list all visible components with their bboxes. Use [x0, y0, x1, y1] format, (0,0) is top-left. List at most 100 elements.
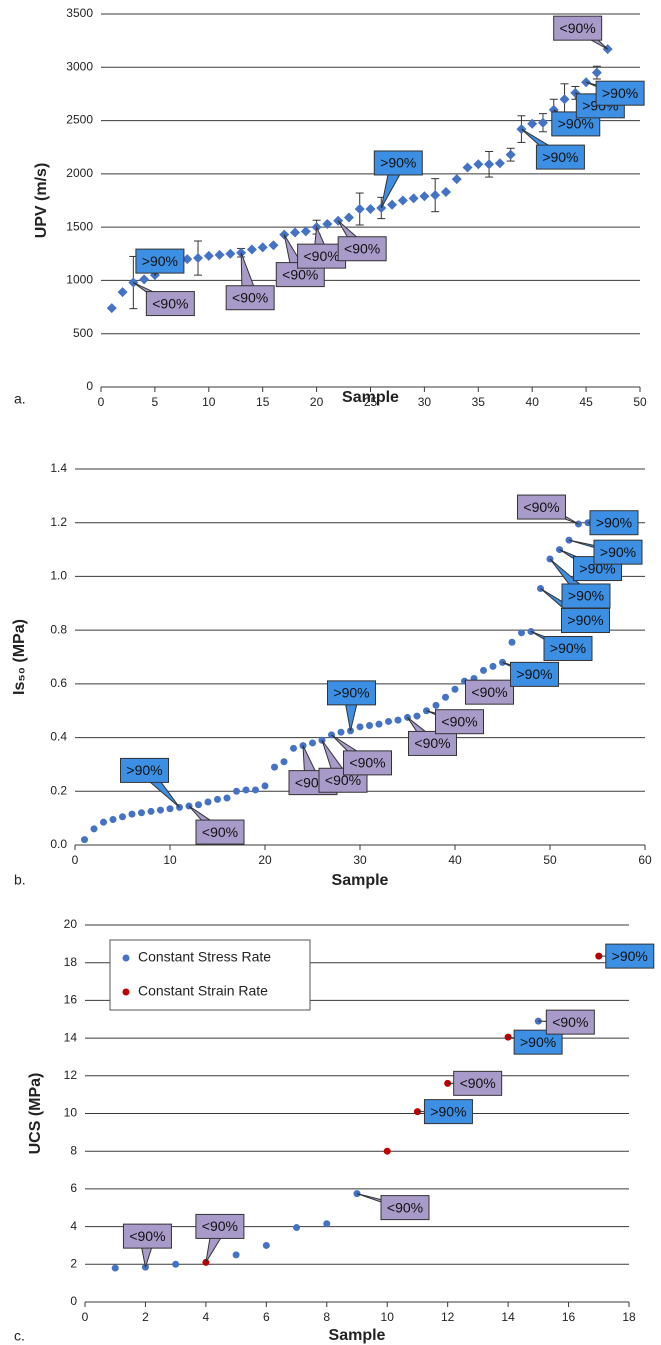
callout-box [553, 15, 603, 41]
x-tick-label: 50 [543, 853, 557, 867]
callout-box [510, 661, 559, 687]
x-tick-label: 2 [142, 1310, 149, 1324]
legend-marker [122, 954, 130, 962]
callout-text: >90% [568, 588, 604, 604]
callout-text: <90% [387, 1199, 423, 1215]
callout-text: >90% [516, 666, 552, 682]
x-tick-label: 5 [152, 395, 159, 409]
x-tick-label: 4 [203, 1310, 210, 1324]
point [290, 227, 301, 238]
callout-text: <90% [303, 248, 339, 264]
callout-box [517, 494, 566, 520]
point [300, 226, 311, 237]
point [109, 815, 117, 823]
callout-text: >90% [602, 85, 638, 101]
point [430, 190, 441, 201]
callout: >90% [549, 558, 611, 609]
y-tick-label: 2 [70, 1256, 77, 1270]
callout-box [337, 236, 387, 262]
callout-text: >90% [520, 1034, 556, 1050]
legend-label: Constant Stress Rate [138, 949, 271, 965]
callout: <90% [553, 15, 609, 50]
callout: <90% [426, 709, 484, 735]
x-tick-label: 45 [579, 395, 593, 409]
x-tick-label: 30 [418, 395, 432, 409]
callout-text: >90% [612, 948, 648, 964]
callout: <90% [133, 282, 195, 317]
y-tick-label: 0 [70, 1294, 77, 1308]
point [337, 728, 345, 736]
point [81, 836, 88, 844]
point [397, 195, 408, 206]
callout-box [561, 583, 611, 609]
point [280, 758, 288, 766]
callout-text: <90% [441, 713, 477, 729]
y-tick-label: 1.0 [50, 569, 67, 583]
point [451, 685, 459, 693]
y-tick-label: 4 [70, 1219, 77, 1233]
callout-text: >90% [380, 155, 416, 171]
callout-text: >90% [333, 685, 369, 701]
callout-text: >90% [542, 149, 578, 165]
point [139, 274, 150, 285]
callout-box [145, 291, 195, 317]
point [518, 629, 525, 637]
point [383, 1147, 391, 1155]
callout-box [327, 680, 376, 706]
point [246, 244, 257, 255]
y-tick-label: 0.6 [50, 676, 67, 690]
callout: >90% [521, 128, 585, 170]
x-tick-label: 25 [364, 395, 378, 409]
point [242, 786, 250, 794]
point [343, 212, 354, 223]
x-tick-label: 10 [163, 853, 177, 867]
callout: >90% [585, 80, 645, 106]
x-tick-label: 60 [638, 853, 652, 867]
point [233, 787, 240, 795]
point [268, 240, 279, 251]
callout-box [380, 1195, 430, 1221]
callout: >90% [508, 1029, 563, 1055]
callout-box [465, 679, 514, 705]
x-tick-label: 30 [353, 853, 367, 867]
callout: <90% [225, 252, 275, 311]
callout: <90% [538, 1009, 595, 1035]
point [473, 159, 484, 170]
panel-label: b. [14, 872, 26, 888]
callout-text: <90% [471, 684, 507, 700]
point [354, 204, 365, 215]
point [147, 807, 155, 815]
x-tick-label: 10 [381, 1310, 395, 1324]
y-axis-title: UCS (MPa) [27, 1073, 44, 1155]
callout-box [595, 80, 645, 106]
point [90, 825, 98, 833]
callout-text: <90% [460, 1075, 496, 1091]
point [375, 720, 383, 728]
point [128, 810, 136, 818]
x-tick-label: 8 [323, 1310, 330, 1324]
x-tick-label: 40 [448, 853, 462, 867]
point [365, 204, 376, 215]
callout-box [453, 1070, 503, 1096]
y-tick-label: 2000 [66, 166, 93, 180]
callout-text: <90% [560, 20, 596, 36]
y-tick-label: 2500 [66, 113, 93, 127]
point [223, 794, 231, 802]
point [408, 193, 419, 204]
callout-box [589, 510, 639, 536]
callout-text: >90% [126, 762, 162, 778]
callout: <90% [356, 1193, 430, 1221]
callout: <90% [464, 679, 514, 705]
point [419, 191, 430, 202]
x-tick-label: 14 [501, 1310, 515, 1324]
callout: >90% [502, 661, 559, 687]
point [157, 806, 164, 814]
point [166, 805, 174, 813]
callout-box [561, 608, 610, 634]
point [413, 712, 421, 720]
callout-box [373, 150, 423, 176]
y-tick-label: 20 [64, 917, 78, 931]
point [193, 253, 204, 264]
point [111, 1264, 119, 1272]
